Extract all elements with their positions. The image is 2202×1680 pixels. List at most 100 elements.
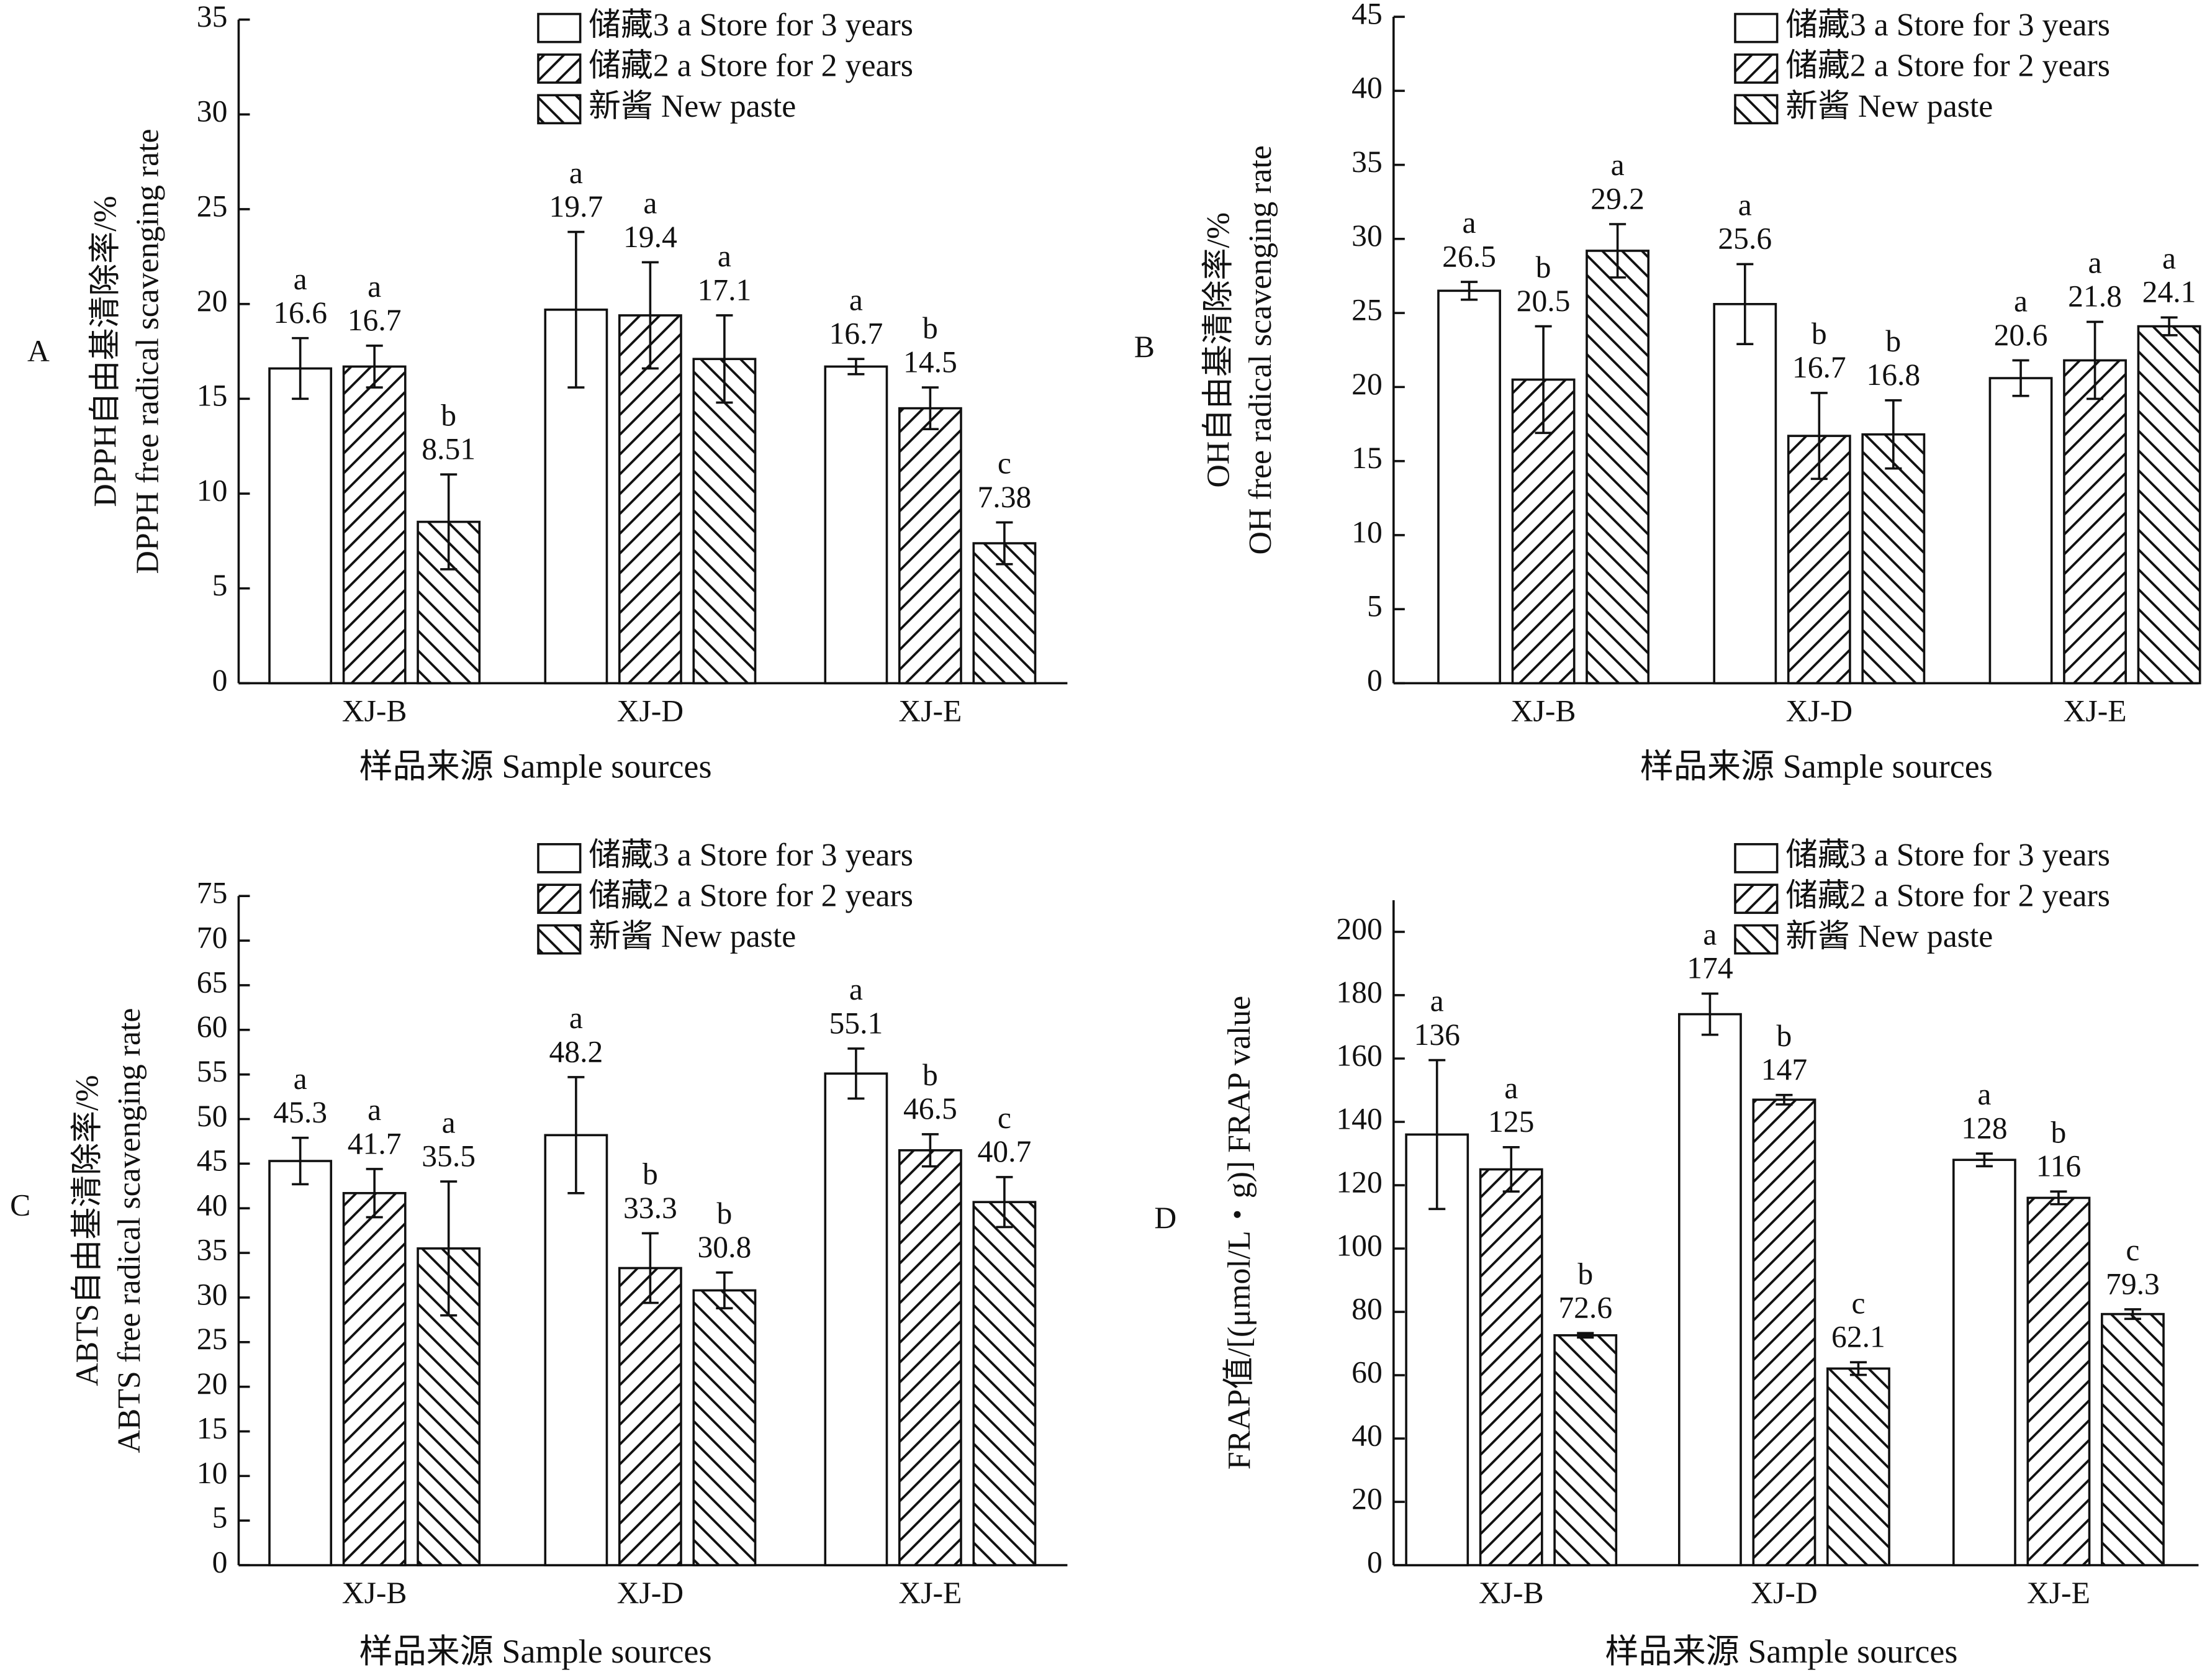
- y-tick-label: 10: [1351, 515, 1383, 549]
- legend-label: 储藏2 a Store for 2 years: [589, 48, 913, 83]
- y-tick-label: 100: [1336, 1228, 1382, 1262]
- significance-letter: b: [1577, 1257, 1593, 1291]
- error-bar: [292, 1136, 309, 1186]
- error-bar: [1701, 992, 1718, 1036]
- legend-swatch: [537, 12, 582, 43]
- significance-letter: a: [1504, 1071, 1518, 1105]
- error-bar: [2050, 1190, 2067, 1206]
- bar: [1713, 303, 1777, 685]
- y-tick-label: 200: [1336, 911, 1382, 946]
- x-tick-label: XJ-E: [2064, 693, 2127, 728]
- error-bar: [2124, 1308, 2141, 1321]
- value-label: 125: [1488, 1104, 1534, 1139]
- significance-letter: a: [1611, 148, 1625, 182]
- value-label: 40.7: [977, 1134, 1031, 1168]
- error-bar: [921, 386, 939, 431]
- y-tick-label: 40: [197, 1188, 228, 1222]
- value-label: 16.7: [348, 303, 402, 337]
- legend-label: 储藏2 a Store for 2 years: [1785, 878, 2110, 914]
- x-tick-label: XJ-B: [1511, 693, 1576, 728]
- bar: [1952, 1158, 2016, 1566]
- bar: [2101, 1312, 2165, 1566]
- y-tick-label: 45: [197, 1144, 228, 1178]
- error-bar: [996, 1176, 1013, 1229]
- y-tick-label: 160: [1336, 1038, 1382, 1072]
- y-tick-label: 30: [197, 1277, 228, 1311]
- bar: [2026, 1196, 2091, 1566]
- error-bar: [1577, 1332, 1594, 1339]
- legend-swatch: [537, 94, 582, 125]
- x-tick-label: XJ-B: [342, 693, 407, 728]
- panel-label: C: [10, 1188, 30, 1222]
- error-bar: [1502, 1146, 1520, 1193]
- y-tick-label: 0: [1367, 663, 1383, 697]
- significance-letter: a: [849, 972, 863, 1006]
- x-tick-label: XJ-B: [342, 1576, 407, 1610]
- error-bar: [1885, 399, 1902, 470]
- significance-letter: b: [1536, 250, 1551, 284]
- value-label: 19.4: [623, 220, 677, 254]
- legend-swatch: [537, 842, 582, 874]
- error-bar: [716, 1271, 733, 1309]
- significance-letter: a: [2088, 246, 2102, 280]
- significance-letter: b: [1777, 1019, 1792, 1053]
- legend-label: 储藏3 a Store for 3 years: [589, 7, 913, 43]
- value-label: 45.3: [273, 1095, 327, 1129]
- y-tick-label: 75: [197, 876, 228, 910]
- significance-letter: b: [923, 1058, 938, 1092]
- value-label: 29.2: [1591, 181, 1645, 215]
- legend-swatch: [1734, 53, 1779, 84]
- value-label: 128: [1961, 1111, 2007, 1145]
- y-tick-label: 55: [197, 1054, 228, 1088]
- value-label: 79.3: [2106, 1267, 2160, 1301]
- value-label: 19.7: [549, 189, 603, 224]
- panel: 0 5 10 15 20 25 30 35 XJ-B XJ-D XJ-E 样品来源 Sample so…: [27, 0, 1068, 785]
- significance-letter: a: [1738, 188, 1752, 222]
- significance-letter: a: [442, 1105, 456, 1139]
- bar: [972, 1201, 1037, 1566]
- error-bar: [1810, 392, 1828, 481]
- bar: [1678, 1013, 1742, 1566]
- legend-label: 新酱 New paste: [589, 919, 796, 954]
- error-bar: [847, 1047, 865, 1100]
- error-bar: [921, 1133, 939, 1168]
- value-label: 20.6: [1994, 318, 2048, 352]
- y-tick-label: 15: [197, 379, 228, 413]
- error-bar: [716, 314, 733, 404]
- y-tick-label: 20: [1351, 367, 1383, 401]
- error-bar: [1609, 223, 1627, 279]
- value-label: 16.6: [273, 296, 327, 330]
- value-label: 41.7: [348, 1126, 402, 1160]
- significance-letter: c: [2126, 1233, 2139, 1267]
- legend-label: 新酱 New paste: [1785, 89, 1993, 124]
- value-label: 7.38: [977, 480, 1031, 514]
- y-tick-label: 5: [1367, 589, 1383, 623]
- value-label: 25.6: [1718, 222, 1772, 256]
- bar: [1988, 377, 2053, 685]
- significance-letter: b: [923, 311, 938, 345]
- y-tick-label: 20: [197, 1366, 228, 1401]
- y-tick-label: 5: [212, 1501, 228, 1535]
- error-bar: [1736, 263, 1754, 346]
- error-bar: [2087, 320, 2104, 400]
- y-tick-label: 70: [197, 920, 228, 954]
- significance-letter: c: [998, 1101, 1011, 1135]
- y-tick-label: 15: [1351, 441, 1383, 475]
- y-tick-label: 180: [1336, 975, 1382, 1009]
- y-tick-label: 65: [197, 965, 228, 999]
- value-label: 136: [1414, 1018, 1460, 1052]
- x-tick-label: XJ-E: [898, 693, 962, 728]
- panel-label: D: [1154, 1201, 1176, 1235]
- y-axis-label: DPPH free radical scavenging rate: [130, 129, 165, 574]
- y-tick-label: 80: [1351, 1291, 1383, 1325]
- bar: [1553, 1334, 1618, 1566]
- legend-label: 储藏3 a Store for 3 years: [1785, 838, 2110, 873]
- y-axis-label: ABTS自由基清除率/%: [70, 1075, 105, 1386]
- legend-swatch: [1734, 12, 1779, 43]
- legend-label: 储藏3 a Store for 3 years: [589, 838, 913, 873]
- error-bar: [366, 1168, 383, 1219]
- x-axis-label: 样品来源 Sample sources: [1605, 1633, 1957, 1670]
- bar: [618, 314, 682, 685]
- error-bar: [1776, 1093, 1793, 1106]
